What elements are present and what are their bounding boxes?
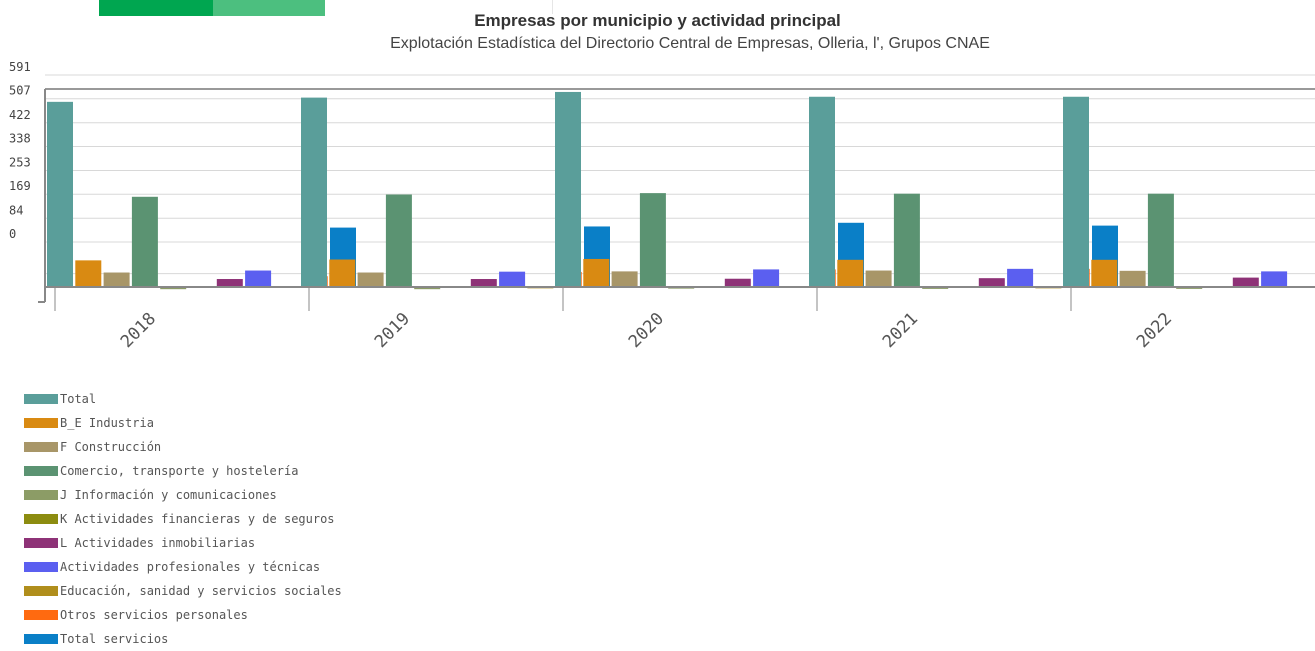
bar	[414, 287, 441, 290]
bar	[1119, 270, 1146, 287]
bar	[329, 259, 356, 287]
legend-label: Total	[60, 392, 97, 406]
grid-lines	[45, 74, 1315, 275]
legend-item[interactable]: F Construcción	[24, 435, 342, 459]
legend-swatch	[24, 538, 58, 548]
bar	[47, 101, 73, 287]
bar	[499, 271, 526, 287]
bar	[639, 193, 666, 287]
bar	[470, 279, 497, 287]
legend-item[interactable]: J Información y comunicaciones	[24, 483, 342, 507]
legend-item[interactable]: Educación, sanidad y servicios sociales	[24, 579, 342, 603]
bar	[1147, 193, 1174, 287]
bar	[131, 196, 158, 287]
legend-item[interactable]: Total	[24, 387, 342, 411]
bar	[583, 258, 610, 287]
brand-bar-segment-light	[213, 0, 325, 16]
bar	[978, 278, 1005, 287]
bar	[216, 279, 243, 287]
x-tick-label: 2019	[371, 309, 414, 352]
bar	[1261, 271, 1288, 287]
brand-bar-segment-dark	[99, 0, 213, 16]
legend-label: Comercio, transporte y hostelería	[60, 464, 299, 478]
legend-swatch	[24, 610, 58, 620]
bar	[1091, 259, 1118, 287]
bar	[385, 194, 412, 287]
y-tick-label: 84	[9, 203, 23, 217]
legend-label: J Información y comunicaciones	[60, 488, 277, 502]
x-tick-label: 2021	[879, 309, 922, 352]
legend-label: L Actividades inmobiliarias	[60, 536, 256, 550]
bar	[809, 96, 835, 288]
legend-swatch	[24, 418, 58, 428]
bar	[724, 278, 751, 287]
legend: Total B_E Industria F Construcción Comercio…	[24, 387, 342, 651]
legend-label: F Construcción	[60, 440, 162, 454]
bar	[301, 97, 327, 288]
bar	[160, 287, 187, 290]
y-tick-label: 422	[9, 108, 31, 122]
bar	[1063, 96, 1089, 288]
legend-item[interactable]: Comercio, transporte y hostelería	[24, 459, 342, 483]
legend-item[interactable]: B_E Industria	[24, 411, 342, 435]
legend-label: K Actividades financieras y de seguros	[60, 512, 335, 526]
legend-swatch	[24, 634, 58, 644]
x-tick-label: 2020	[625, 309, 668, 352]
bars	[47, 91, 1315, 290]
bar	[865, 270, 892, 287]
legend-swatch	[24, 562, 58, 572]
legend-swatch	[24, 586, 58, 596]
legend-swatch	[24, 466, 58, 476]
y-tick-label: 0	[9, 227, 16, 241]
y-tick-label: 507	[9, 84, 31, 98]
legend-swatch	[24, 514, 58, 524]
y-tick-label: 253	[9, 156, 31, 170]
legend-label: Total servicios	[60, 632, 169, 646]
bar	[837, 259, 864, 287]
header-divider	[552, 0, 553, 14]
x-tick-labels: 2018 2019 2020 2021 2022	[117, 309, 1176, 352]
legend-item[interactable]: K Actividades financieras y de seguros	[24, 507, 342, 531]
legend-swatch	[24, 394, 58, 404]
legend-item[interactable]: Total servicios	[24, 627, 342, 651]
chart-subtitle: Explotación Estadística del Directorio C…	[390, 35, 990, 52]
legend-swatch	[24, 490, 58, 500]
bar	[611, 271, 638, 287]
bar	[75, 260, 102, 287]
bar	[893, 193, 920, 287]
legend-label: B_E Industria	[60, 416, 154, 430]
legend-label: Otros servicios personales	[60, 608, 248, 622]
bar	[103, 272, 130, 287]
bar	[357, 272, 384, 287]
bar	[555, 91, 581, 287]
legend-item[interactable]: L Actividades inmobiliarias	[24, 531, 342, 555]
y-tick-label: 338	[9, 131, 31, 145]
y-tick-labels: 0 84 169 253 338 422 507 591	[9, 60, 31, 241]
legend-label: Educación, sanidad y servicios sociales	[60, 584, 342, 598]
legend-swatch	[24, 442, 58, 452]
y-tick-label: 591	[9, 60, 31, 74]
legend-item[interactable]: Actividades profesionales y técnicas	[24, 555, 342, 579]
legend-item[interactable]: Otros servicios personales	[24, 603, 342, 627]
bar	[1007, 268, 1034, 287]
x-tick-label: 2018	[117, 309, 160, 352]
bar	[753, 269, 780, 287]
chart-title: Empresas por municipio y actividad princ…	[474, 11, 841, 30]
bar	[245, 270, 272, 287]
y-tick-label: 169	[9, 179, 31, 193]
legend-label: Actividades profesionales y técnicas	[60, 560, 321, 574]
x-tick-label: 2022	[1133, 309, 1176, 352]
axes	[38, 88, 1315, 311]
bar	[1232, 277, 1259, 287]
